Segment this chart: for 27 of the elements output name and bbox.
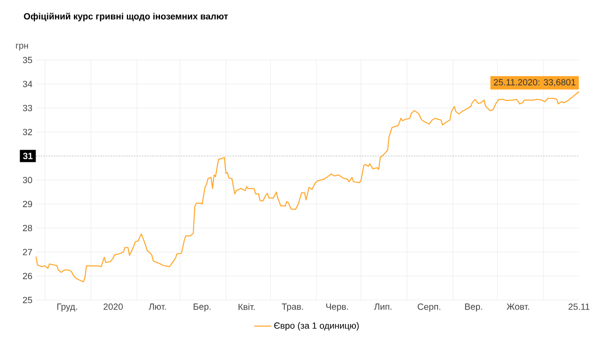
y-tick-label: 25 xyxy=(22,296,32,304)
y-tick-label: 34 xyxy=(22,80,32,88)
x-tick-label: 25.11 xyxy=(568,304,590,310)
annotation: 25.11.2020: 33,6801 xyxy=(494,79,576,86)
x-tick-label: Груд. xyxy=(57,304,77,312)
x-tick-label: Серп. xyxy=(418,304,440,312)
x-tick-label: 2020 xyxy=(104,304,123,310)
y-tick-label: 31 xyxy=(23,152,33,160)
x-tick-label: Лип. xyxy=(374,304,392,310)
y-tick-label: 33 xyxy=(22,104,32,112)
y-tick-label: 28 xyxy=(22,224,32,232)
y-tick-label: 26 xyxy=(22,272,32,280)
x-tick-label: Вер. xyxy=(465,304,482,312)
chart-title: Офіційний курс гривні щодо іноземних валют xyxy=(24,12,228,22)
x-tick-label: Жовт. xyxy=(506,304,530,310)
y-tick-label: 30 xyxy=(22,176,32,184)
y-tick-label: 29 xyxy=(22,200,32,208)
legend-label: Євро (за 1 одиницю) xyxy=(274,322,359,331)
x-tick-label: Квіт. xyxy=(238,304,255,310)
x-tick-label: Бер. xyxy=(194,304,211,312)
x-tick-label: Черв. xyxy=(326,304,348,312)
y-axis-title: грн xyxy=(16,44,28,50)
y-tick-label: 35 xyxy=(22,56,32,64)
x-tick-label: Лют. xyxy=(148,304,166,310)
y-tick-label: 32 xyxy=(22,128,32,136)
x-tick-label: Трав. xyxy=(282,304,303,312)
y-tick-label: 27 xyxy=(22,248,32,256)
